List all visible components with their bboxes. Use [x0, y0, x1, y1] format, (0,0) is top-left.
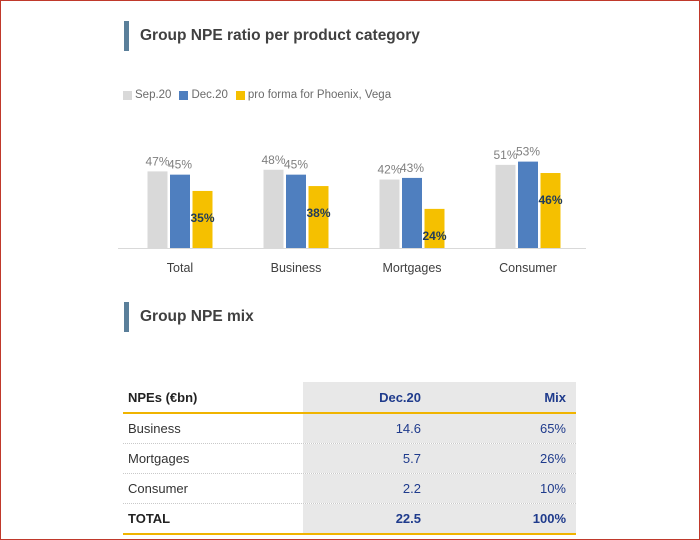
chart-section-title: Group NPE ratio per product category: [124, 21, 420, 51]
data-label-dec20-mortgages: 43%: [400, 161, 424, 175]
legend-label-dec20: Dec.20: [191, 89, 228, 101]
legend-swatch-dec20: [179, 90, 189, 100]
total-label: TOTAL: [128, 511, 171, 526]
data-label-proforma-total: 35%: [190, 211, 214, 225]
row-label: Business: [128, 421, 181, 436]
data-label-sep20-total: 47%: [145, 154, 169, 168]
table-row: Mortgages 5.7 26%: [123, 444, 576, 474]
header-dec20: Dec.20: [303, 382, 429, 412]
total-dec20: 22.5: [303, 504, 429, 533]
bar-dec20-mortgages: [402, 177, 422, 248]
bar-sep20-business: [263, 169, 284, 248]
bar-sep20-consumer: [495, 164, 516, 248]
data-label-sep20-mortgages: 42%: [377, 163, 401, 177]
mix-section-title: Group NPE mix: [124, 302, 254, 332]
data-label-proforma-mortgages: 24%: [422, 229, 446, 243]
data-label-dec20-total: 45%: [168, 158, 192, 172]
legend-swatch-sep20: [123, 90, 132, 100]
mix-section-title-text: Group NPE mix: [140, 308, 254, 325]
category-label-mortgages: Mortgages: [382, 261, 441, 275]
npe-mix-table: NPEs (€bn) Dec.20 Mix Business 14.6 65% …: [123, 382, 576, 535]
data-label-dec20-business: 45%: [284, 158, 308, 172]
row-dec20: 2.2: [303, 474, 429, 503]
bar-proforma-mortgages: [424, 208, 445, 248]
table-row: Business 14.6 65%: [123, 414, 576, 444]
row-dec20: 14.6: [303, 414, 429, 443]
section-accent-bar: [124, 302, 129, 332]
bar-proforma-consumer: [540, 173, 561, 248]
bar-sep20-total: [147, 171, 168, 248]
bar-dec20-total: [170, 174, 190, 248]
bar-proforma-total: [192, 190, 213, 248]
data-label-sep20-business: 48%: [261, 153, 285, 167]
section-accent-bar: [124, 21, 129, 51]
data-label-proforma-consumer: 46%: [538, 193, 562, 207]
table-header-row: NPEs (€bn) Dec.20 Mix: [123, 382, 576, 414]
bar-dec20-business: [286, 174, 306, 248]
category-label-business: Business: [271, 261, 322, 275]
legend-label-proforma: pro forma for Phoenix, Vega: [247, 89, 392, 101]
row-label: Mortgages: [128, 451, 190, 466]
header-npes: NPEs (€bn): [128, 389, 198, 405]
total-mix: 100%: [429, 504, 576, 533]
bar-proforma-business: [308, 186, 329, 248]
row-dec20: 5.7: [303, 444, 429, 473]
table-total-row: TOTAL 22.5 100%: [123, 504, 576, 535]
row-mix: 10%: [429, 474, 576, 503]
data-label-sep20-consumer: 51%: [493, 148, 517, 162]
category-label-consumer: Consumer: [499, 261, 557, 275]
bar-dec20-consumer: [518, 161, 538, 248]
legend-item-sep20: Sep.20: [123, 89, 171, 101]
legend-swatch-proforma: [235, 90, 245, 100]
legend-item-dec20: Dec.20: [179, 89, 228, 101]
chart-legend: Sep.20 Dec.20 pro forma for Phoenix, Veg…: [123, 89, 399, 101]
data-label-dec20-consumer: 53%: [516, 145, 540, 159]
row-mix: 65%: [429, 414, 576, 443]
row-mix: 26%: [429, 444, 576, 473]
row-label: Consumer: [128, 481, 188, 496]
data-label-proforma-business: 38%: [306, 206, 330, 220]
chart-section-title-text: Group NPE ratio per product category: [140, 27, 420, 44]
category-label-total: Total: [167, 261, 193, 275]
legend-item-proforma: pro forma for Phoenix, Vega: [235, 89, 392, 101]
table-row: Consumer 2.2 10%: [123, 474, 576, 504]
bar-sep20-mortgages: [379, 179, 400, 248]
npe-ratio-bar-chart: 47%45%35%Total48%45%38%Business42%43%24%…: [118, 145, 586, 275]
legend-label-sep20: Sep.20: [135, 89, 172, 101]
header-mix: Mix: [429, 382, 576, 412]
